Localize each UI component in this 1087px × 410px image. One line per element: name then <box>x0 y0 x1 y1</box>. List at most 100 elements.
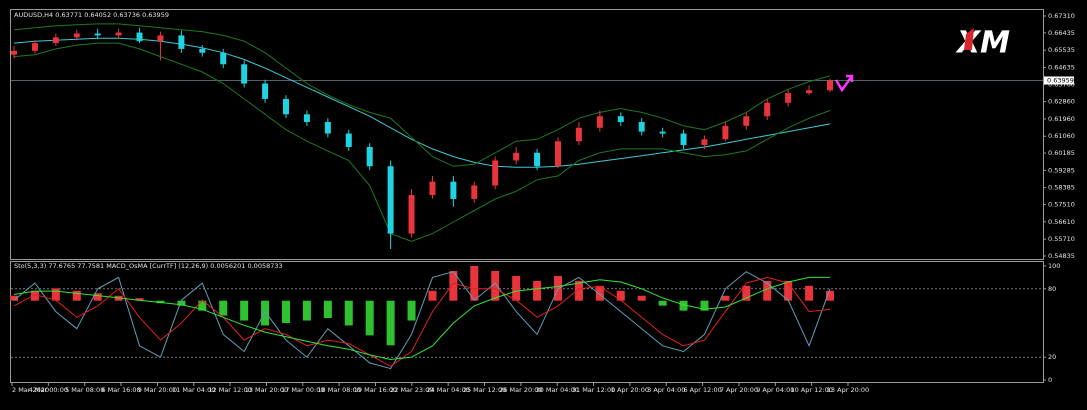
x-tick-label: 12 Mar 12:00 <box>208 386 251 394</box>
x-tick-label: 19 Mar 16:00 <box>354 386 397 394</box>
y-tick-label: 0.61960 <box>1048 115 1075 123</box>
candle-body <box>324 122 331 134</box>
x-tick-label: 11 Mar 04:00 <box>172 386 215 394</box>
candle-body <box>241 64 248 84</box>
candle-body <box>31 43 38 51</box>
x-tick-label: 22 Mar 23:00 <box>390 386 433 394</box>
candle-body <box>52 37 59 44</box>
histogram-bar <box>93 293 102 301</box>
histogram-bar <box>470 266 479 301</box>
x-tick-label: 10 Apr 12:00 <box>790 386 832 394</box>
histogram-bar <box>344 300 353 326</box>
histogram-bar <box>721 295 730 301</box>
indicator-line <box>13 42 831 242</box>
candle-body <box>555 141 561 167</box>
indicator-line <box>13 276 831 367</box>
main-panel <box>10 9 1044 260</box>
y-tick-label: 0.54835 <box>1048 252 1075 260</box>
histogram-bar <box>637 295 646 301</box>
candle-body <box>136 32 143 42</box>
y-tick-label: 0.56610 <box>1048 218 1075 226</box>
y-tick-label: 0.64635 <box>1048 63 1075 71</box>
candle-body <box>157 35 164 42</box>
logo-mark <box>964 28 974 50</box>
chart-title: AUDUSD,H4 0.63771 0.64052 0.63736 0.6395… <box>14 11 169 19</box>
histogram-bar <box>700 300 709 311</box>
histogram-bar <box>135 298 144 301</box>
histogram-bar <box>323 300 332 319</box>
indicator-panel <box>10 261 1044 383</box>
y-tick-label: 0.60185 <box>1048 149 1075 157</box>
x-tick-label: 9 Apr 04:00 <box>756 386 794 394</box>
x-tick-label: 30 Mar 04:00 <box>536 386 579 394</box>
x-tick-label: 13 Apr 20:00 <box>827 386 869 394</box>
x-tick-label: 26 Mar 20:00 <box>499 386 542 394</box>
candle-body <box>764 102 771 117</box>
histogram-bar <box>826 290 834 301</box>
x-tick-label: 5 Mar 08:00 <box>65 386 104 394</box>
candle-body <box>575 127 582 142</box>
histogram-bar <box>30 290 39 301</box>
candle-body <box>366 147 373 167</box>
candle-body <box>701 139 708 146</box>
x-tick-label: 9 Mar 20:00 <box>138 386 177 394</box>
y-tick-label: 0.61060 <box>1048 132 1075 140</box>
candle-body <box>596 116 603 128</box>
candle-body <box>303 114 310 123</box>
candle-body <box>94 33 101 36</box>
histogram-bar <box>428 290 437 301</box>
candle-body <box>73 33 80 38</box>
candle-body <box>492 160 499 186</box>
histogram-bar <box>512 275 521 301</box>
histogram-bar <box>763 280 772 301</box>
histogram-bar <box>407 300 416 321</box>
histogram-bar <box>51 288 60 301</box>
candle-body <box>827 80 833 91</box>
y-tick-label: 20 <box>1048 353 1056 361</box>
x-tick-label: 25 Mar 12:00 <box>463 386 506 394</box>
x-tick-label: 4 Mar 00:00 <box>29 386 68 394</box>
indicator-line <box>13 37 831 168</box>
histogram-bar <box>219 300 228 316</box>
x-tick-label: 31 Mar 12:00 <box>572 386 615 394</box>
histogram-bar <box>198 300 207 311</box>
candle-body <box>743 116 750 126</box>
x-tick-label: 3 Apr 04:00 <box>647 386 685 394</box>
histogram-bar <box>574 280 583 301</box>
candle-body <box>408 195 415 234</box>
indicator-line <box>13 23 831 167</box>
histogram-bar <box>595 285 604 301</box>
indicator-title: Sto(5,3,3) 77.6765 77.7581 MACD_OsMA [Cu… <box>14 262 283 270</box>
histogram-bar <box>616 290 625 301</box>
x-tick-label: 6 Mar 16:00 <box>101 386 140 394</box>
candle-body <box>722 125 729 140</box>
histogram-bar <box>386 300 395 346</box>
candle-body <box>659 131 666 134</box>
y-tick-label: 0.67310 <box>1048 12 1075 20</box>
current-price-box <box>1044 76 1074 85</box>
candle-body <box>220 52 227 65</box>
x-tick-label: 17 Mar 00:00 <box>281 386 324 394</box>
y-tick-label: 0.59285 <box>1048 166 1075 174</box>
y-tick-label: 0.65535 <box>1048 46 1075 54</box>
candle-body <box>513 152 520 161</box>
histogram-bar <box>805 285 814 301</box>
candle-body <box>199 48 206 53</box>
histogram-bar <box>261 300 270 326</box>
candle-body <box>345 133 352 148</box>
candle-body <box>283 98 289 115</box>
x-tick-label: 1 Apr 20:00 <box>611 386 649 394</box>
histogram-bar <box>679 300 688 311</box>
candle-body <box>806 90 813 94</box>
histogram-bar <box>449 270 458 301</box>
x-tick-label: 2 Mar 2020 <box>12 386 49 394</box>
candle-body <box>11 50 17 55</box>
candle-body <box>534 152 541 167</box>
logo: XM <box>955 26 1010 61</box>
histogram-bar <box>658 300 667 306</box>
candle-body <box>115 32 122 36</box>
candle-body <box>178 35 185 49</box>
